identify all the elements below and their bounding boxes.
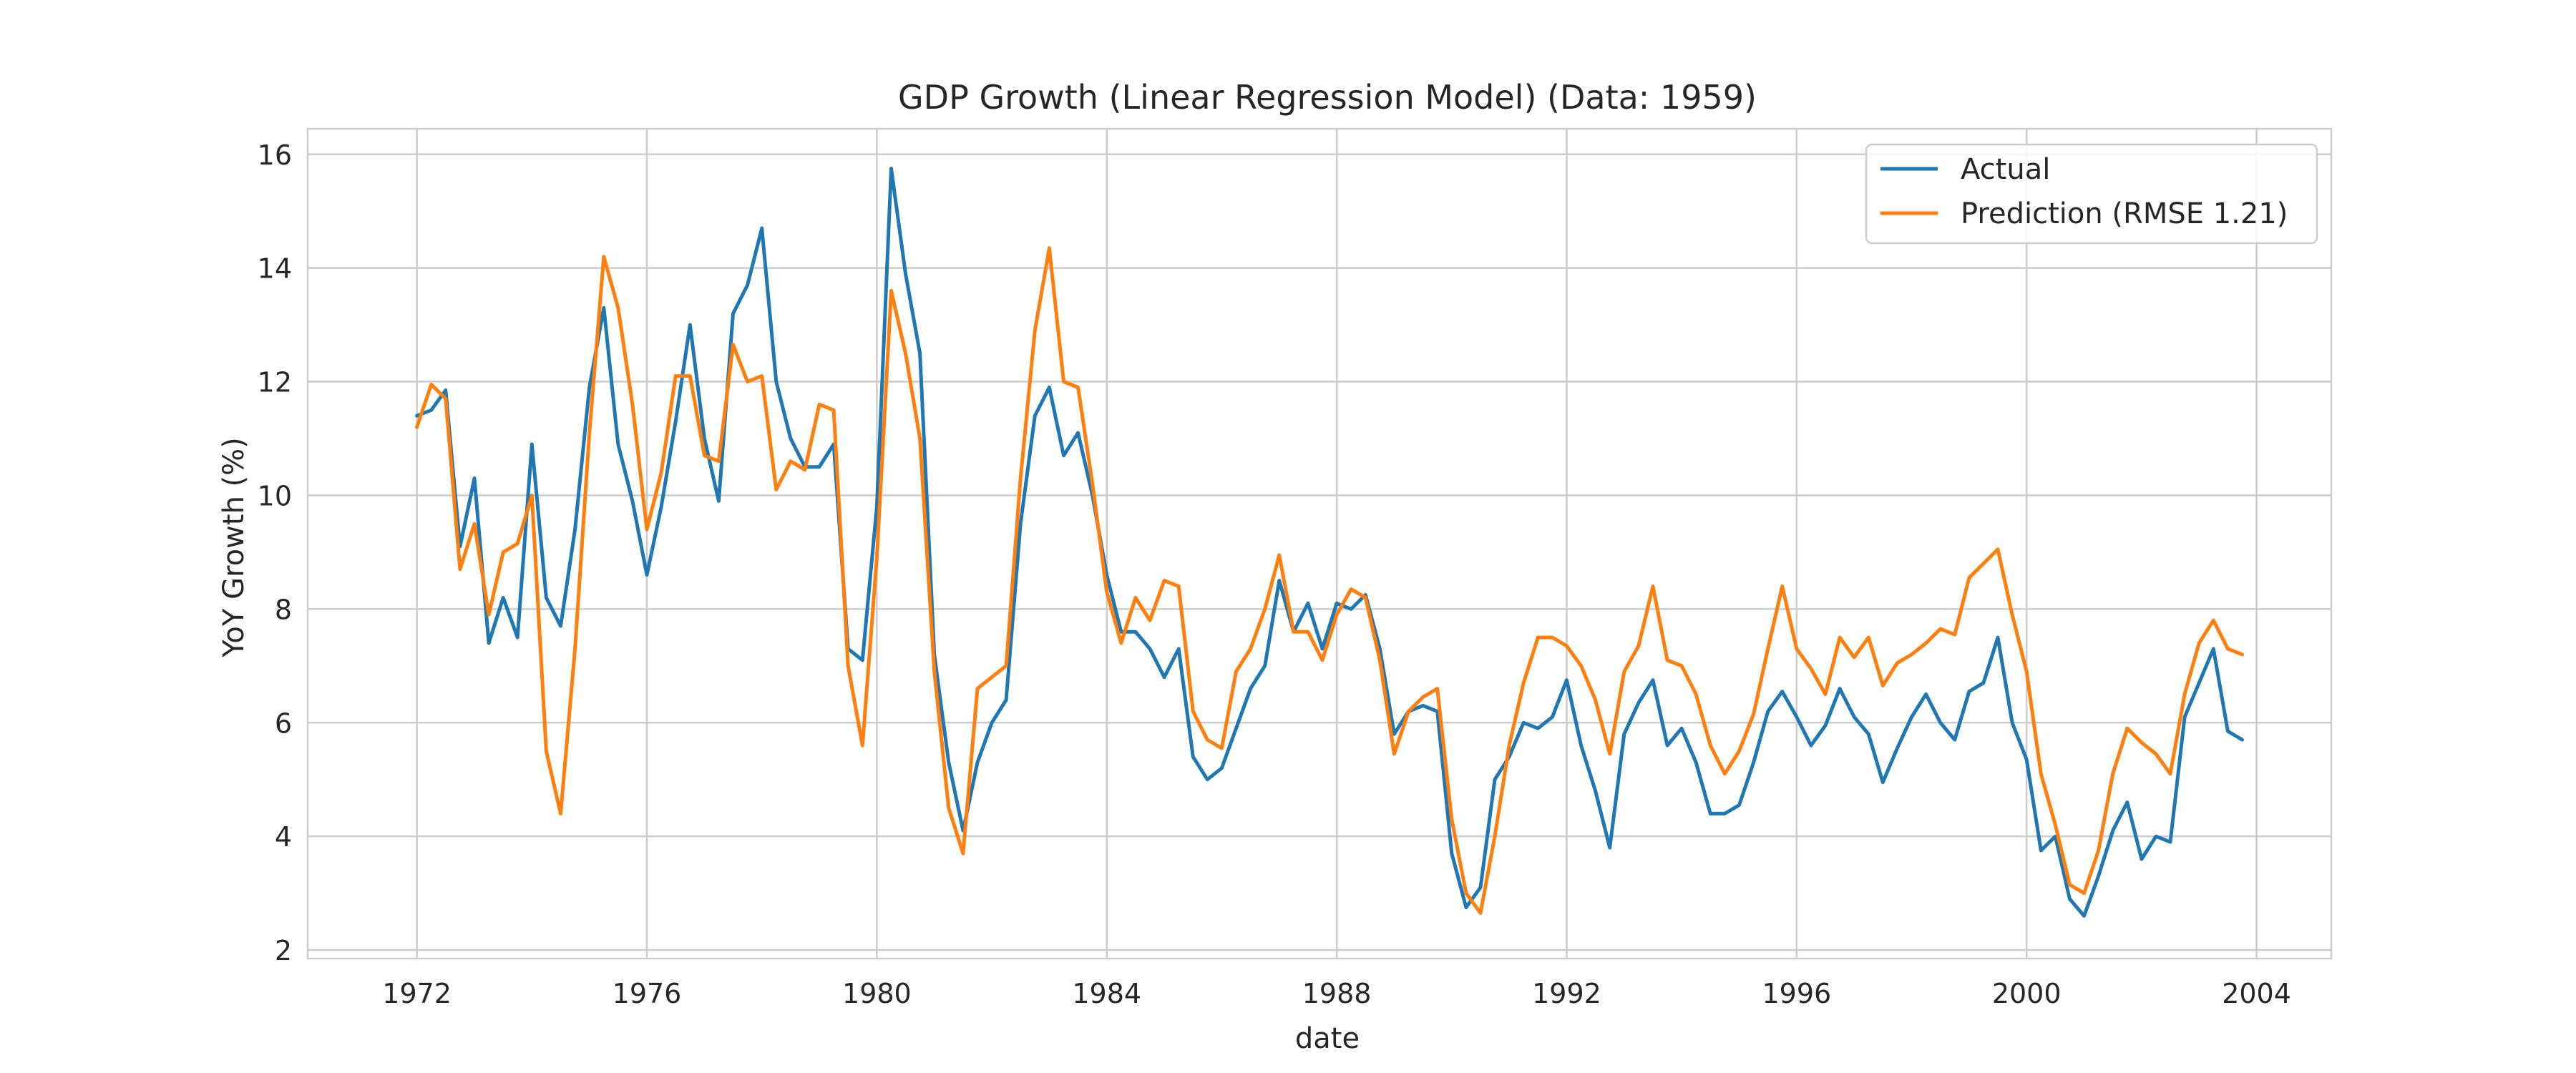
legend-box [1865,143,2318,245]
x-axis-label: date [1295,1022,1360,1055]
y-tick-label: 12 [258,367,292,398]
y-tick-label: 10 [258,480,292,511]
y-axis-label: YoY Growth (%) [218,437,250,657]
x-tick-label: 1996 [1762,978,1831,1009]
y-tick-label: 4 [275,821,292,853]
x-tick-label: 1976 [613,978,682,1009]
y-tick-label: 2 [275,935,292,966]
legend-label-actual: Actual [1961,153,2050,186]
x-tick-label: 2004 [2222,978,2291,1009]
series-line-prediction [415,246,2244,915]
series-lines [415,167,2244,918]
x-tick-label: 1972 [382,978,452,1009]
plot-frame [306,127,2333,960]
y-tick-label: 14 [258,253,292,285]
y-tick-label: 8 [275,594,292,625]
y-tick-label: 16 [258,139,292,171]
tick-labels: 1972 1976 1980 1984 1988 1992 1996 2000 2004 2 4 6 8… [258,139,2291,1009]
grid-lines [308,129,2331,959]
y-tick-label: 6 [275,707,292,739]
chart-title: GDP Growth (Linear Regression Model) (Da… [898,78,1757,117]
x-tick-label: 1992 [1532,978,1601,1009]
x-tick-label: 1984 [1072,978,1141,1009]
x-tick-label: 1980 [842,978,912,1009]
x-tick-label: 1988 [1302,978,1372,1009]
series-line-actual [415,167,2244,918]
legend-label-prediction: Prediction (RMSE 1.21) [1961,197,2288,230]
x-tick-label: 2000 [1992,978,2062,1009]
legend: Actual Prediction (RMSE 1.21) [1865,143,2318,245]
